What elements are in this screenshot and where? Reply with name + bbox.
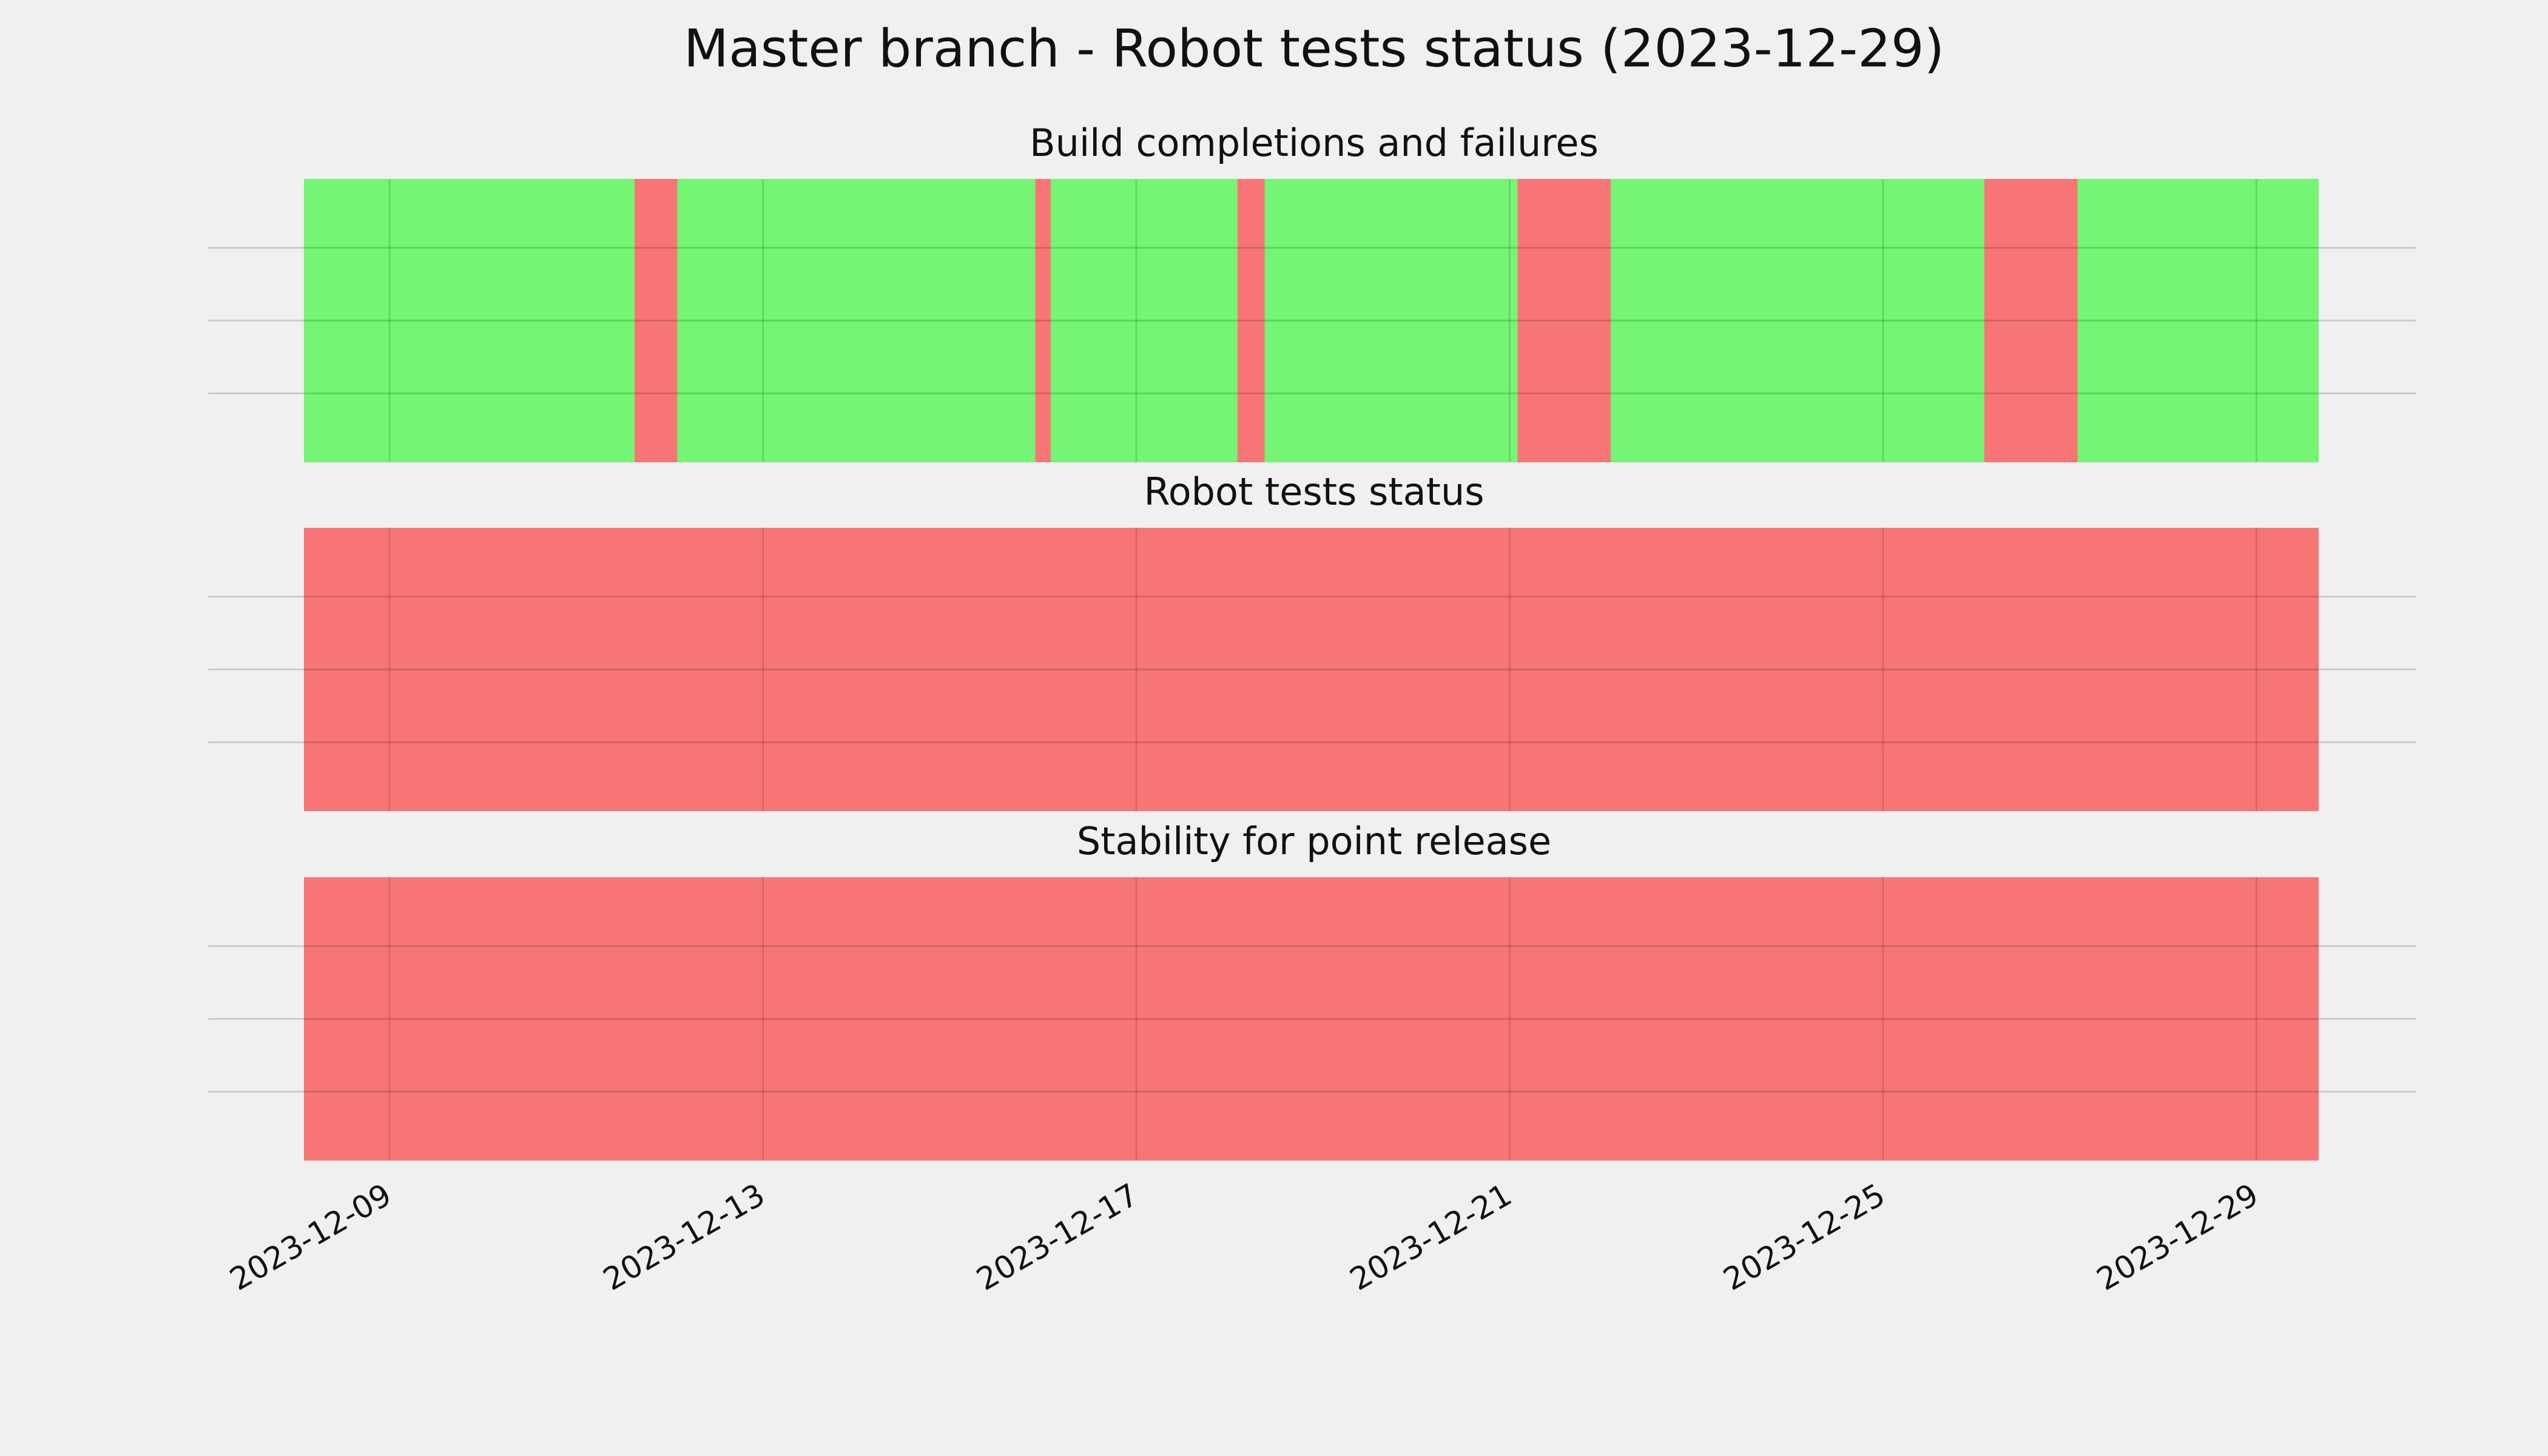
panel-title: Build completions and failures [1030,121,1599,165]
panel-title: Robot tests status [1144,470,1484,514]
status-span [677,179,1036,462]
chart-title: Master branch - Robot tests status (2023… [684,18,1944,79]
status-span [1237,179,1265,462]
panel-title: Stability for point release [1077,819,1551,863]
status-span [1517,179,1611,462]
status-span [634,179,678,462]
status-span [1984,179,2078,462]
status-span [1050,179,1238,462]
status-span [304,528,2319,811]
status-span [1035,179,1051,462]
status-span [304,179,635,462]
status-span [1611,179,1984,462]
status-span [1264,179,1518,462]
status-span [304,877,2319,1161]
status-span [2077,179,2319,462]
